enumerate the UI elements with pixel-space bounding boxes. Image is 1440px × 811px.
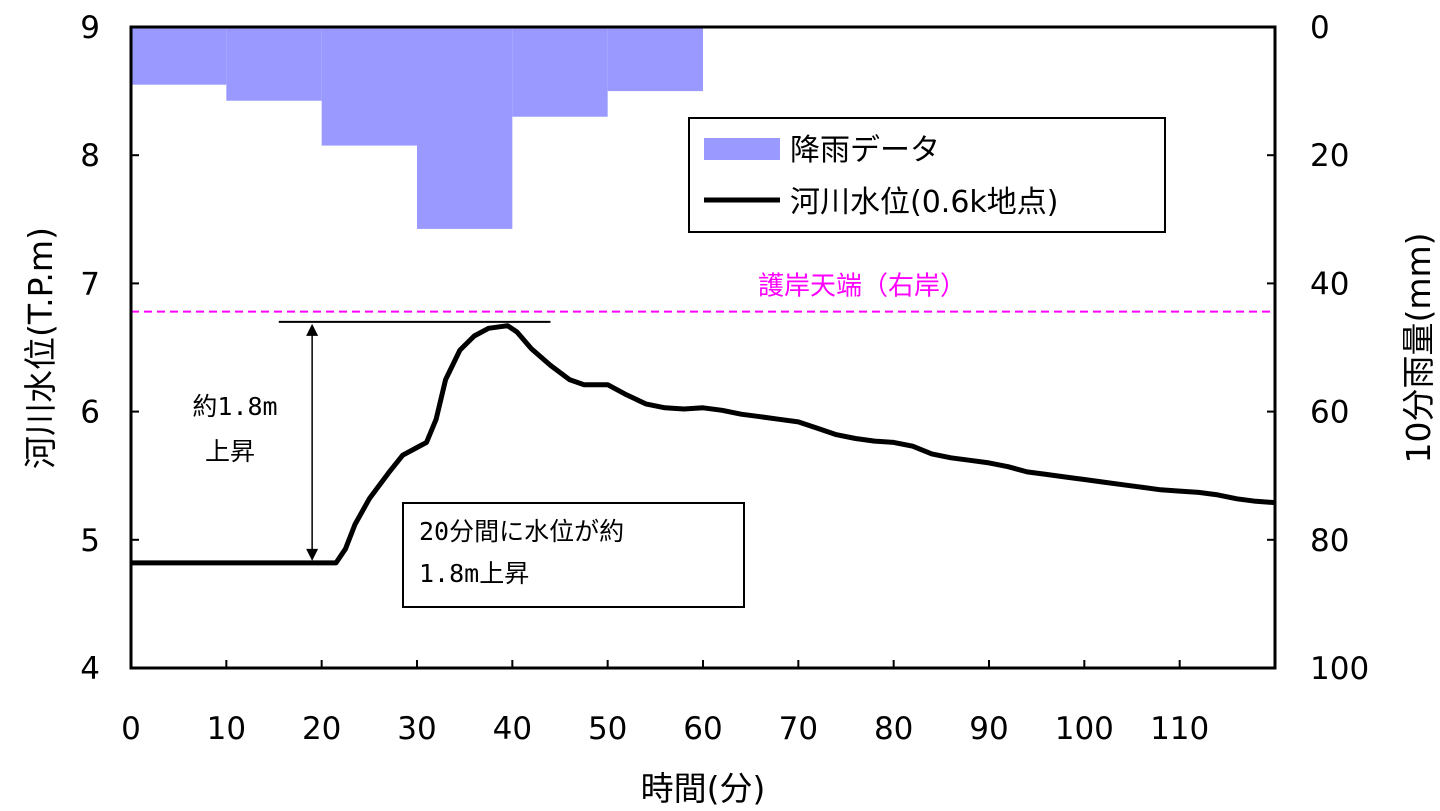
x-tick-label: 20 (302, 711, 341, 747)
x-tick-label: 70 (779, 711, 818, 747)
water-level-line (131, 323, 1276, 566)
x-tick-label: 30 (397, 711, 436, 747)
reference-line-label: 護岸天端（右岸） (758, 272, 966, 302)
legend-box (688, 117, 1166, 233)
textbox-line: 1.8m上昇 (419, 559, 529, 588)
y-right-tick-label: 0 (1310, 10, 1330, 46)
y-left-tick-label: 6 (80, 395, 100, 431)
rain-bar (607, 27, 703, 92)
x-tick-label: 50 (588, 711, 627, 747)
y-right-tick-label: 80 (1310, 523, 1349, 559)
x-tick-label: 90 (969, 711, 1008, 747)
x-tick-label: 40 (493, 711, 532, 747)
legend-swatch-rain (704, 138, 780, 160)
y-axis-left: 4 5 6 7 8 9 (80, 10, 139, 687)
textbox-frame (402, 502, 745, 608)
x-tick-label: 80 (874, 711, 913, 747)
y-axis-right: 0 20 40 60 80 100 (1267, 10, 1369, 687)
rain-bar (321, 27, 417, 146)
textbox-line: 20分間に水位が約 (419, 517, 624, 546)
rise-annotation: 約1.8m 上昇 (192, 320, 551, 561)
legend-label-rain: 降雨データ (790, 133, 940, 168)
annotation-textbox: 20分間に水位が約 1.8m上昇 (402, 502, 745, 608)
y-left-tick-label: 5 (80, 523, 100, 559)
legend-label-water-level: 河川水位(0.6k地点) (790, 185, 1059, 220)
rise-label: 上昇 (205, 437, 255, 466)
rain-bar (417, 27, 513, 229)
x-tick-label: 110 (1150, 711, 1209, 747)
y-left-tick-label: 9 (80, 10, 100, 46)
x-axis: 0 10 20 30 40 50 60 70 80 90 100 110 (121, 660, 1209, 747)
x-tick-label: 60 (683, 711, 722, 747)
y-right-tick-label: 100 (1310, 651, 1369, 687)
y-left-tick-label: 8 (80, 138, 100, 174)
rain-bar (131, 27, 227, 85)
y-right-tick-label: 20 (1310, 138, 1349, 174)
water-level-line-group (131, 323, 1276, 566)
x-tick-label: 10 (207, 711, 246, 747)
y-right-tick-label: 60 (1310, 395, 1349, 431)
x-axis-label: 時間(分) (641, 769, 766, 808)
rise-label: 約1.8m (192, 392, 277, 421)
y-left-tick-label: 7 (80, 266, 100, 302)
rise-arrow-head-up (306, 323, 319, 336)
y-axis-right-label: 10分雨量(mm) (1399, 232, 1438, 463)
rise-arrow-head-down (306, 548, 319, 561)
rain-bar (226, 27, 322, 101)
x-tick-label: 100 (1055, 711, 1114, 747)
x-tick-label: 0 (121, 711, 141, 747)
y-left-tick-label: 4 (80, 651, 100, 687)
y-right-tick-label: 40 (1310, 266, 1349, 302)
rain-bars (131, 27, 703, 229)
rain-bar (512, 27, 608, 117)
y-axis-left-label: 河川水位(T.P.m) (21, 227, 60, 469)
reference-line-group: 護岸天端（右岸） (131, 272, 1275, 313)
